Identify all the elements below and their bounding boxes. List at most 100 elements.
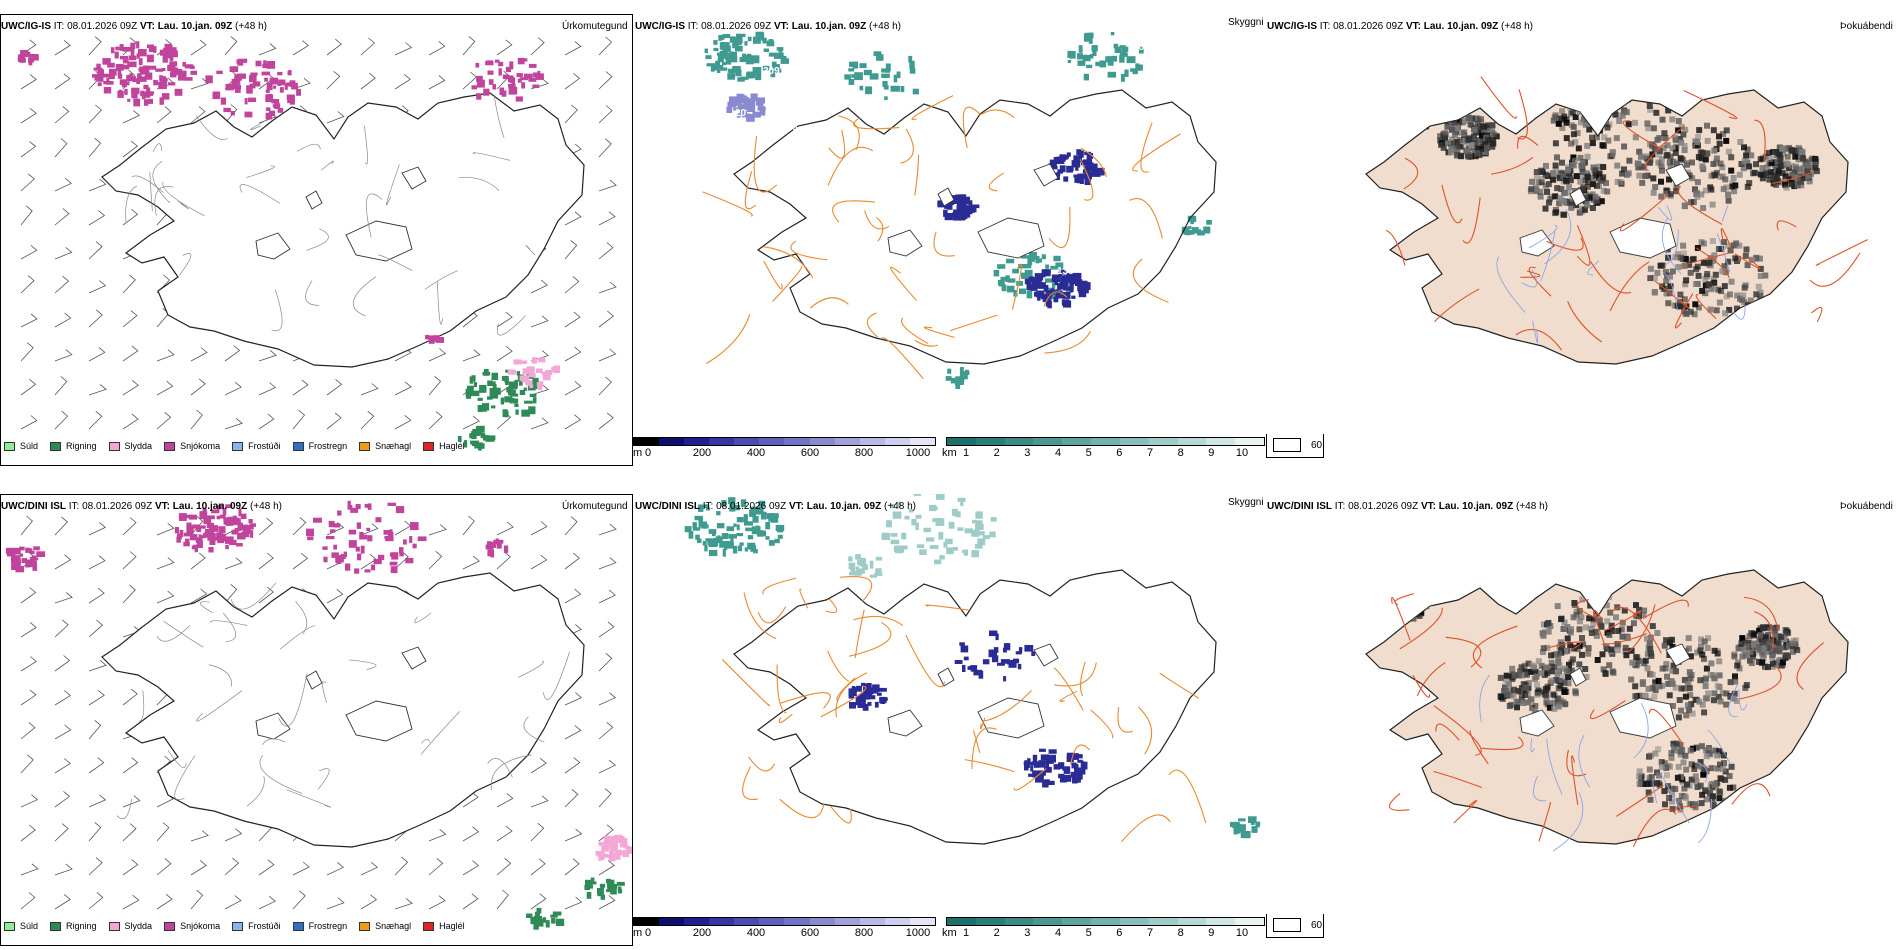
colorbar-tick-label: 600 <box>800 447 820 459</box>
glacier-outline <box>887 709 923 737</box>
colorbar-segment <box>634 918 660 925</box>
iceland-coastline <box>101 92 585 368</box>
glacier-outline <box>401 646 427 670</box>
very-low-visibility-area <box>1024 269 1091 309</box>
legend-swatch <box>108 441 120 451</box>
cloud-legend-swatch <box>1273 918 1301 932</box>
visibility-value-label: 20 <box>735 108 747 119</box>
legend-swatch <box>4 921 15 931</box>
legend-label: Súld <box>20 441 39 451</box>
legend-label: Súld <box>20 921 39 931</box>
colorbar-segment <box>975 438 1005 445</box>
colorbar-tick-label: 200 <box>692 927 712 939</box>
cloud-legend-swatch <box>1273 438 1301 452</box>
legend-swatch <box>292 441 304 451</box>
colorbar-tick-label: 7 <box>1146 927 1154 939</box>
snow-area <box>425 334 445 344</box>
colorbar-segment <box>684 918 710 925</box>
colorbar-segment <box>1004 918 1034 925</box>
precip-legend-item: Snjókoma <box>164 441 220 451</box>
colorbar-segment <box>634 438 660 445</box>
visibility-value-label: 309 <box>763 66 780 77</box>
colorbar-segment <box>1091 918 1120 925</box>
legend-label: Haglél <box>439 441 465 451</box>
visibility-panel-bottom: 824 885 131 200 253 178 <box>633 494 1265 914</box>
cloud-legend-label: 60 <box>1311 919 1323 931</box>
colorbar-tick-label: 0 <box>644 927 652 939</box>
colorbar-tick-label: 10 <box>1235 927 1249 939</box>
colorbar-tick-label: 7 <box>1146 447 1154 459</box>
low-visibility-area <box>1067 32 1144 82</box>
visibility-m-colorbar-top <box>633 437 936 446</box>
colorbar-tick-label: 800 <box>854 447 874 459</box>
cloud-label-top: Þokuábendi <box>1840 21 1893 32</box>
snow-area <box>5 546 46 573</box>
colorbar-segment <box>659 438 685 445</box>
legend-swatch <box>50 441 62 451</box>
colorbar-tick-label: 6 <box>1116 447 1123 459</box>
colorbar-segment <box>834 918 860 925</box>
road-network <box>116 582 570 819</box>
cloud-label-bottom: Þokuábendi <box>1840 501 1893 512</box>
visibility-value-label: 382 <box>1133 42 1150 53</box>
very-low-visibility-area <box>954 630 1036 682</box>
precip-type-label-bottom: Úrkomutegund <box>562 501 628 512</box>
visibility-km-unit-bottom: km <box>942 927 957 939</box>
precip-type-panel-bottom <box>0 494 633 946</box>
visibility-value-label: 103 <box>781 122 798 133</box>
glacier-outline <box>255 712 291 740</box>
colorbar-tick-label: 0 <box>644 447 652 459</box>
colorbar-segment <box>1206 438 1236 445</box>
colorbar-segment <box>947 438 976 445</box>
colorbar-segment <box>784 918 810 925</box>
colorbar-tick-label: 6 <box>1116 927 1123 939</box>
iceland-land <box>1365 569 1849 845</box>
visibility-km-colorbar-bottom <box>946 917 1265 926</box>
glacier-outline <box>1519 709 1555 737</box>
precip-legend-item: Haglél <box>423 921 465 931</box>
colorbar-segment <box>809 438 835 445</box>
colorbar-segment <box>1119 918 1149 925</box>
colorbar-segment <box>1119 438 1149 445</box>
low-visibility-area <box>1181 215 1212 236</box>
legend-swatch <box>4 441 15 451</box>
legend-swatch <box>164 921 176 931</box>
colorbar-segment <box>884 438 910 445</box>
cloud-map-top <box>1365 76 1868 365</box>
colorbar-tick-label: 800 <box>854 927 874 939</box>
visibility-m-colorbar-bottom <box>633 917 936 926</box>
colorbar-segment <box>784 438 810 445</box>
visibility-value-label: 199 <box>1068 312 1085 323</box>
colorbar-tick-label: 400 <box>746 927 766 939</box>
snow-area <box>174 504 256 553</box>
precip-type-title-bottom: UWC/DINI ISL IT: 08.01.2026 09Z VT: Lau.… <box>1 501 282 512</box>
precip-legend-top: Súld Rigning Slydda Snjókoma Frostúði Frostre… <box>4 441 477 451</box>
precip-legend-item: Rigning <box>50 921 97 931</box>
rivers <box>1479 674 1748 852</box>
iceland-coastline <box>733 89 1217 365</box>
visibility-value-label: 885 <box>848 542 865 553</box>
colorbar-tick-label: 3 <box>1024 447 1031 459</box>
low-visibility-area <box>684 497 785 557</box>
very-low-visibility-area <box>1048 149 1105 185</box>
precip-type-label-top: Úrkomutegund <box>562 21 628 32</box>
colorbar-tick-label: 1000 <box>905 927 931 939</box>
sleet-area <box>595 834 632 862</box>
iceland-land <box>1365 89 1849 365</box>
precip-legend-item: Súld <box>4 921 38 931</box>
precip-legend-item: Slydda <box>108 921 152 931</box>
road-network <box>721 576 1207 843</box>
legend-swatch <box>232 921 244 931</box>
visibility-value-label: 130 <box>1138 376 1155 387</box>
legend-swatch <box>359 441 371 451</box>
colorbar-segment <box>759 438 785 445</box>
visibility-value-label: 317 <box>1178 80 1195 91</box>
colorbar-segment <box>1062 438 1092 445</box>
colorbar-segment <box>975 918 1005 925</box>
snow-area <box>92 41 198 107</box>
colorbar-segment <box>1091 438 1120 445</box>
legend-swatch <box>232 441 244 451</box>
colorbar-tick-label: 9 <box>1208 447 1215 459</box>
colorbar-tick-label: 1000 <box>905 447 931 459</box>
colorbar-segment <box>1148 918 1178 925</box>
